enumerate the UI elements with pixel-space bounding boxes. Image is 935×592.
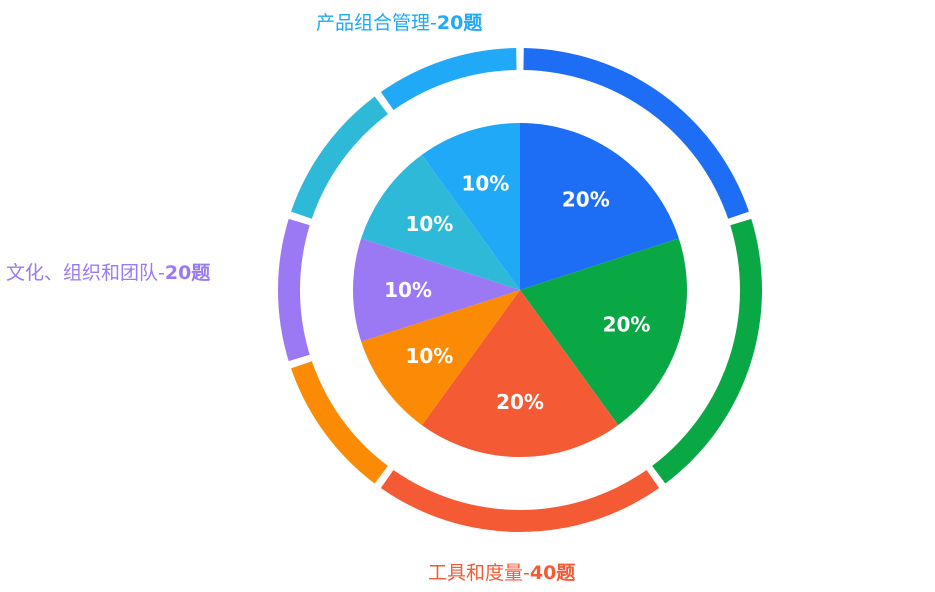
pie-slice-label-3: 10% — [405, 344, 453, 368]
ring-segment-0 — [523, 48, 749, 219]
ring-segment-5 — [291, 96, 388, 219]
pie-slice-6 — [421, 123, 520, 290]
inner-pie-labels: 20% 20% 20% 10% 10% 10% 10% — [384, 171, 650, 414]
ring-segment-3 — [291, 361, 388, 484]
pie-slice-label-5: 10% — [405, 212, 453, 236]
pie-slice-label-6: 10% — [461, 171, 509, 195]
pie-slice-5 — [361, 154, 520, 290]
label-culture-team-name: 文化、组织和团队- — [6, 262, 165, 284]
label-product-portfolio-name: 产品组合管理- — [316, 12, 437, 34]
inner-pie — [352, 123, 687, 458]
ring-segment-6 — [380, 48, 517, 111]
label-culture-team: 文化、组织和团队-20题 — [6, 258, 210, 285]
label-tools-metrics-count: 40题 — [529, 562, 576, 584]
pie-slice-4 — [352, 238, 520, 342]
pie-slice-1 — [520, 238, 687, 426]
label-culture-team-count: 20题 — [164, 262, 211, 284]
pie-slice-0 — [520, 123, 679, 290]
label-product-portfolio-count: 20题 — [436, 12, 483, 34]
pie-slice-label-0: 20% — [562, 187, 610, 211]
pie-slice-3 — [361, 290, 520, 426]
pie-slice-2 — [421, 290, 619, 458]
label-tools-metrics: 工具和度量-40题 — [428, 558, 575, 585]
outer-ring — [278, 48, 762, 532]
pie-slice-label-1: 20% — [603, 313, 651, 337]
ring-segment-2 — [380, 469, 660, 532]
pie-slice-label-4: 10% — [384, 278, 432, 302]
label-tools-metrics-name: 工具和度量- — [428, 562, 530, 584]
label-product-portfolio: 产品组合管理-20题 — [316, 8, 482, 35]
pie-slice-label-2: 20% — [496, 390, 544, 414]
ring-segment-4 — [278, 218, 310, 362]
ring-segment-1 — [652, 218, 762, 484]
